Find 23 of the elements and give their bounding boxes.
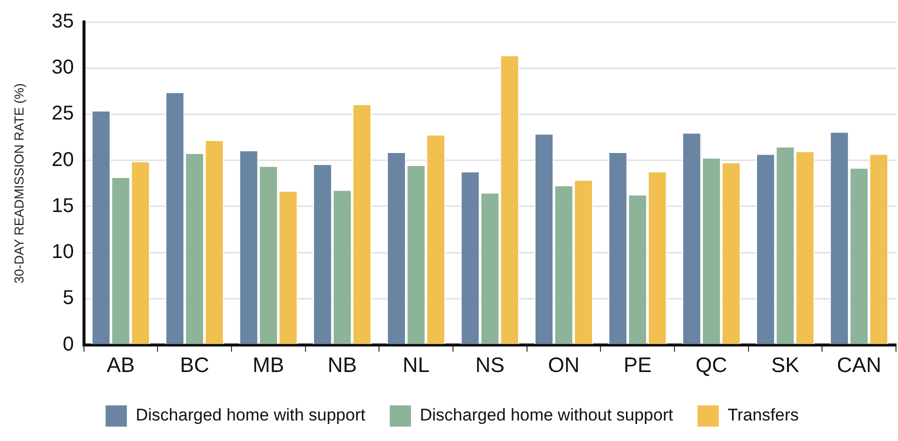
x-tick-label: QC <box>696 354 728 378</box>
x-tick-label: SK <box>771 354 800 378</box>
legend-label: Discharged home without support <box>420 406 674 425</box>
x-tick-label: AB <box>106 354 135 378</box>
x-tick-label: BC <box>180 354 210 378</box>
x-tick-label: PE <box>624 354 652 378</box>
x-tick-label: MB <box>252 354 284 378</box>
x-tick-label: ON <box>548 354 580 378</box>
x-tick-label: NS <box>475 354 505 378</box>
y-tick-label: 30 <box>52 56 74 79</box>
y-tick-label: 10 <box>52 241 74 264</box>
x-tick-label: NB <box>328 354 357 378</box>
y-tick-label: 0 <box>62 333 74 356</box>
legend-label: Discharged home with support <box>136 406 366 425</box>
y-tick-label: 25 <box>52 102 74 125</box>
y-tick-label: 5 <box>62 287 74 310</box>
legend-label: Transfers <box>728 406 799 425</box>
y-tick-label: 35 <box>52 10 74 33</box>
y-tick-label: 20 <box>52 148 74 171</box>
y-axis-title: 30-DAY READMISSION RATE (%) <box>11 83 26 284</box>
x-tick-label: CAN <box>836 354 882 378</box>
x-tick-label: NL <box>402 354 430 378</box>
y-tick-label: 15 <box>52 194 74 217</box>
